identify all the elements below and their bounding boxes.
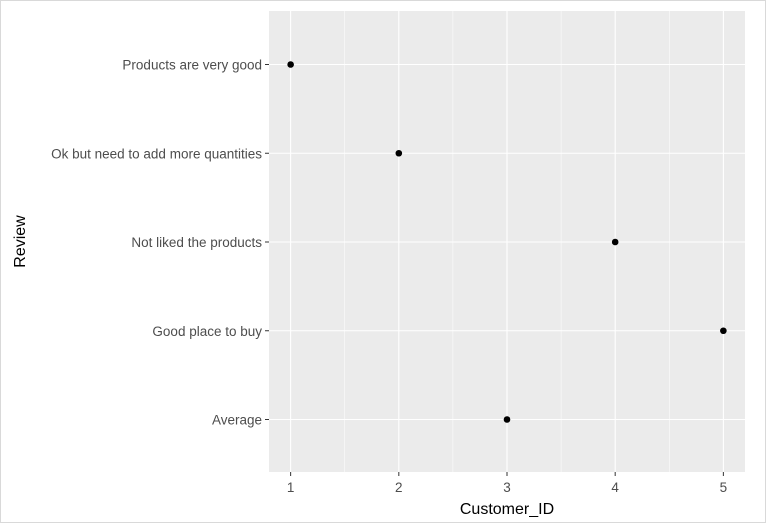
y-axis-title: Review bbox=[12, 215, 29, 268]
data-point bbox=[720, 327, 727, 335]
data-points bbox=[287, 61, 727, 423]
y-tick-label: Not liked the products bbox=[131, 235, 262, 250]
y-tick-label: Products are very good bbox=[122, 58, 262, 73]
data-point bbox=[503, 416, 511, 423]
y-tick-label: Average bbox=[212, 413, 262, 428]
x-tick-label: 4 bbox=[611, 480, 619, 495]
x-axis-title: Customer_ID bbox=[460, 501, 554, 518]
data-point bbox=[611, 238, 619, 246]
grid-major-lines bbox=[269, 11, 745, 472]
data-point bbox=[395, 149, 403, 157]
x-tick-label: 5 bbox=[720, 480, 728, 495]
x-tick-label: 1 bbox=[287, 480, 295, 495]
y-axis: Average Good place to buy Not liked the pr… bbox=[51, 58, 269, 428]
y-tick-label: Ok but need to add more quantities bbox=[51, 146, 262, 161]
x-axis: 1 2 3 4 5 bbox=[287, 472, 727, 495]
x-tick-label: 2 bbox=[395, 480, 403, 495]
x-tick-label: 3 bbox=[503, 480, 511, 495]
y-tick-label: Good place to buy bbox=[152, 324, 262, 339]
data-point bbox=[287, 61, 294, 68]
